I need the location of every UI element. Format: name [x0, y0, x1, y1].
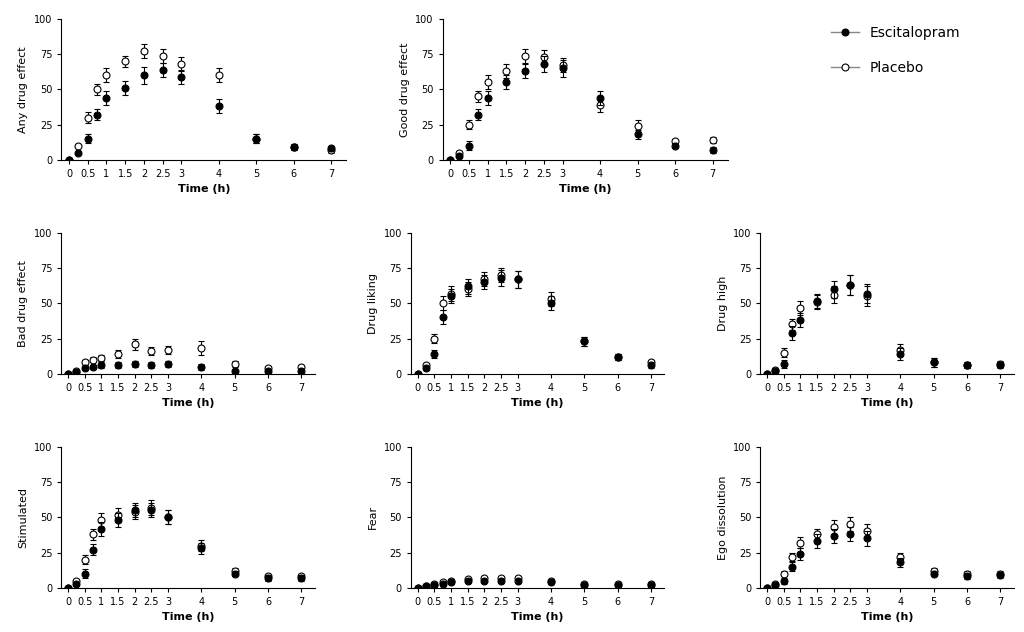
X-axis label: Time (h): Time (h): [511, 612, 564, 623]
Y-axis label: Drug high: Drug high: [718, 276, 727, 331]
X-axis label: Time (h): Time (h): [861, 612, 913, 623]
Y-axis label: Fear: Fear: [368, 506, 378, 530]
X-axis label: Time (h): Time (h): [162, 398, 214, 408]
X-axis label: Time (h): Time (h): [162, 612, 214, 623]
Y-axis label: Ego dissolution: Ego dissolution: [718, 475, 727, 559]
X-axis label: Time (h): Time (h): [511, 398, 564, 408]
Y-axis label: Stimulated: Stimulated: [18, 487, 29, 548]
Y-axis label: Any drug effect: Any drug effect: [18, 46, 29, 133]
Y-axis label: Good drug effect: Good drug effect: [399, 42, 410, 137]
X-axis label: Time (h): Time (h): [559, 185, 611, 194]
X-axis label: Time (h): Time (h): [861, 398, 913, 408]
Y-axis label: Bad drug effect: Bad drug effect: [18, 260, 29, 347]
Legend: Escitalopram, Placebo: Escitalopram, Placebo: [830, 26, 961, 75]
X-axis label: Time (h): Time (h): [177, 185, 230, 194]
Y-axis label: Drug liking: Drug liking: [368, 273, 378, 334]
